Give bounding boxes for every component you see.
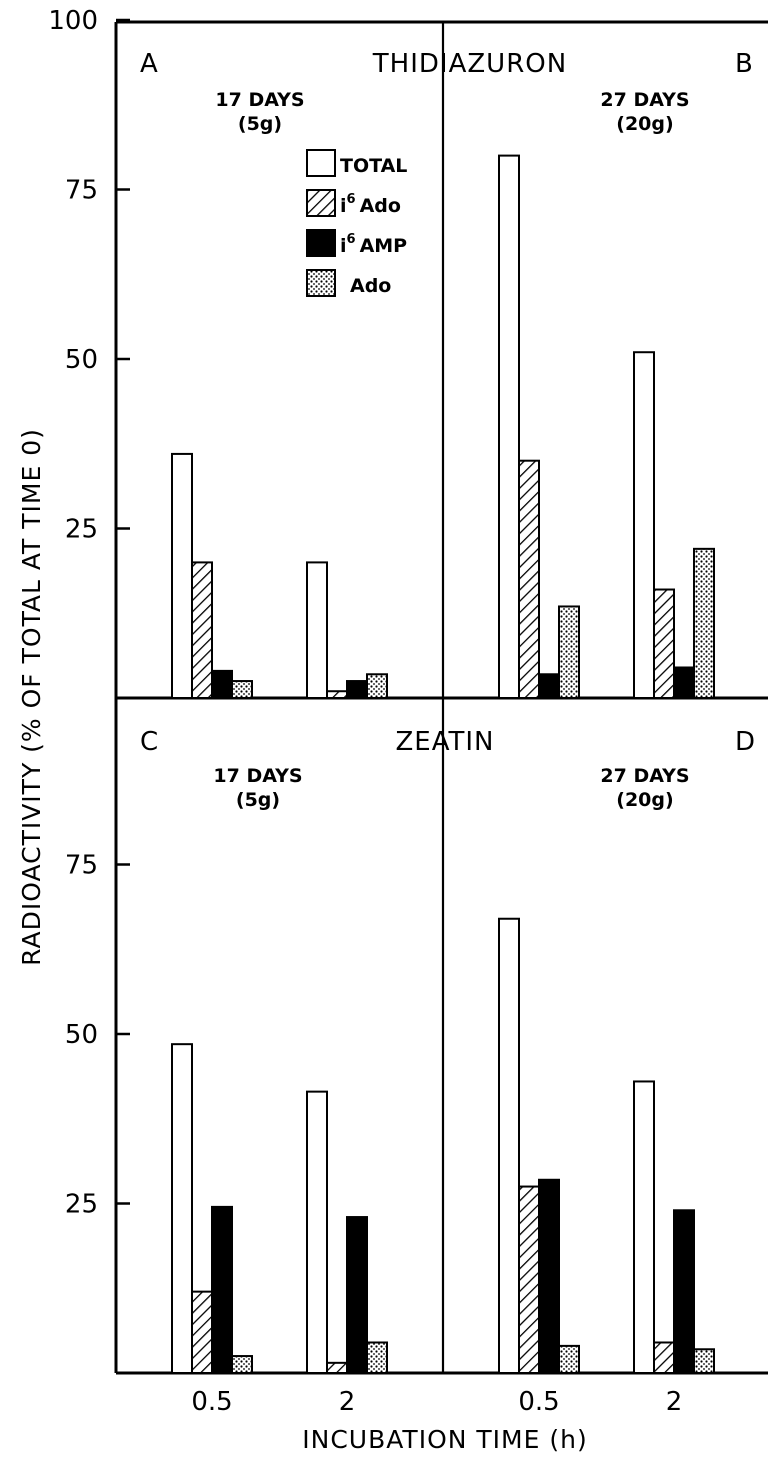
bar-b-i6ado-2 — [653, 588, 675, 700]
x-tick-labels: 0.5 2 0.5 2 — [191, 1387, 682, 1417]
bar-a-total-0.5 — [171, 452, 193, 700]
legend-swatch-i6ado — [306, 189, 336, 217]
x-tick-label-left-0.5: 0.5 — [191, 1387, 232, 1417]
bar-b-i6ado-0.5 — [518, 459, 540, 700]
legend-label-i6amp: i6 AMP — [340, 232, 407, 257]
panel-letter-a: A — [140, 49, 158, 79]
bar-d-total-2 — [633, 1080, 655, 1374]
treatment-title-thidiazuron: THIDIAZURON — [372, 49, 567, 79]
bar-b-total-0.5 — [498, 154, 520, 700]
legend: TOTAL i6 Ado i6 AMP Ado — [306, 149, 407, 297]
bar-d-total-0.5 — [498, 917, 520, 1374]
bars — [171, 154, 715, 1375]
bar-c-i6amp-2 — [346, 1216, 368, 1375]
bar-d-ado-2 — [693, 1348, 715, 1375]
bar-c-i6ado-0.5 — [191, 1290, 213, 1375]
panel-labels: A B THIDIAZURON 17 DAYS (5g) 27 DAYS (20… — [140, 49, 755, 811]
bar-c-total-0.5 — [171, 1043, 193, 1375]
y-axis-label: RADIOACTIVITY (% OF TOTAL AT TIME 0) — [17, 428, 46, 966]
legend-label-i6ado: i6 Ado — [340, 192, 401, 217]
panel-subtitle-b-line2: (20g) — [616, 113, 673, 135]
panel-subtitle-a-line1: 17 DAYS — [215, 89, 304, 111]
panel-subtitle-b-line1: 27 DAYS — [600, 89, 689, 111]
bar-c-i6amp-0.5 — [211, 1205, 233, 1375]
y-tick-label-bottom-75: 75 — [65, 851, 98, 881]
y-tick-label-top-75: 75 — [65, 176, 98, 206]
bar-d-i6ado-0.5 — [518, 1185, 540, 1375]
panel-letter-b: B — [735, 49, 753, 79]
y-tick-label-top-50: 50 — [65, 345, 98, 375]
panel-letter-d: D — [735, 727, 755, 757]
treatment-title-zeatin: ZEATIN — [395, 727, 494, 757]
panel-subtitle-a-line2: (5g) — [238, 113, 282, 135]
panel-subtitle-d-line1: 27 DAYS — [600, 765, 689, 787]
y-tick-label-bottom-50: 50 — [65, 1020, 98, 1050]
legend-swatch-ado — [306, 269, 336, 297]
y-ticks-top: 100 75 50 25 — [48, 6, 130, 545]
panel-subtitle-d-line2: (20g) — [616, 789, 673, 811]
bar-d-i6ado-2 — [653, 1341, 675, 1374]
legend-swatch-i6amp — [306, 229, 336, 257]
x-tick-label-left-2: 2 — [339, 1387, 356, 1417]
bar-b-ado-0.5 — [558, 605, 580, 699]
bar-a-i6amp-2 — [346, 680, 368, 699]
y-ticks-bottom: 75 50 25 — [65, 851, 130, 1220]
x-tick-label-right-0.5: 0.5 — [518, 1387, 559, 1417]
legend-swatch-total — [306, 149, 336, 177]
bar-c-total-2 — [306, 1090, 328, 1374]
bar-a-ado-2 — [366, 673, 388, 700]
bar-a-i6ado-2 — [326, 690, 348, 699]
bar-b-ado-2 — [693, 547, 715, 700]
x-axis-label: INCUBATION TIME (h) — [302, 1425, 587, 1454]
bar-b-total-2 — [633, 351, 655, 699]
panel-letter-c: C — [140, 727, 158, 757]
y-tick-label-top-100: 100 — [48, 6, 98, 36]
bar-a-i6ado-0.5 — [191, 561, 213, 700]
legend-label-ado: Ado — [350, 275, 391, 297]
bar-a-ado-0.5 — [231, 680, 253, 699]
bar-a-i6amp-0.5 — [211, 669, 233, 700]
y-tick-label-top-25: 25 — [65, 515, 98, 545]
x-tick-label-right-2: 2 — [666, 1387, 683, 1417]
panel-subtitle-c-line1: 17 DAYS — [213, 765, 302, 787]
bar-a-total-2 — [306, 561, 328, 700]
legend-label-total: TOTAL — [340, 155, 407, 177]
bar-c-ado-0.5 — [231, 1355, 253, 1375]
bar-c-ado-2 — [366, 1341, 388, 1374]
bar-b-i6amp-2 — [673, 666, 695, 699]
bar-d-i6amp-0.5 — [538, 1178, 560, 1375]
y-tick-label-bottom-25: 25 — [65, 1190, 98, 1220]
panel-subtitle-c-line2: (5g) — [236, 789, 280, 811]
bar-d-i6amp-2 — [673, 1209, 695, 1375]
bar-b-i6amp-0.5 — [538, 673, 560, 700]
bar-d-ado-0.5 — [558, 1344, 580, 1375]
bar-c-i6ado-2 — [326, 1361, 348, 1374]
